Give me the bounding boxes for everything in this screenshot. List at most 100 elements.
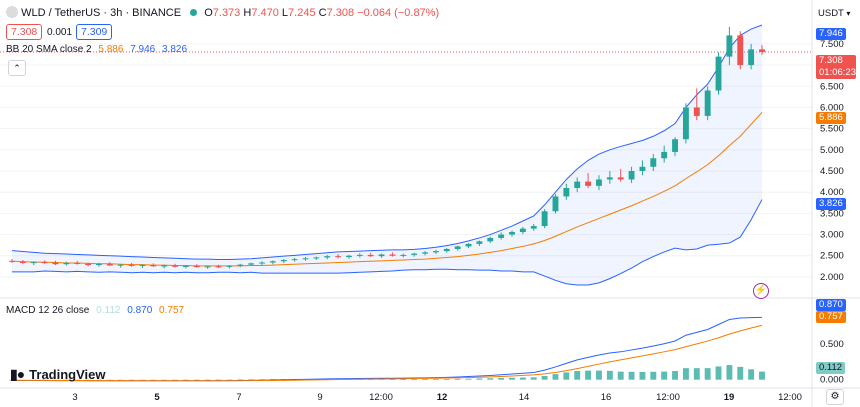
candle: [204, 265, 211, 269]
candle-body: [628, 171, 635, 180]
candle: [226, 265, 233, 269]
candle: [30, 261, 37, 266]
macd-hist-bar: [682, 368, 689, 380]
candle-body: [639, 166, 646, 172]
macd-hist-bar: [465, 378, 472, 380]
close-label: C: [318, 7, 327, 19]
candle: [726, 26, 733, 66]
macd-tick-label: 0.000: [820, 375, 844, 386]
macd-legend[interactable]: MACD 12 26 close 0.112 0.870 0.757: [6, 305, 184, 316]
candle: [704, 86, 711, 121]
candle-body: [552, 196, 559, 212]
macd-hist-bar: [454, 378, 461, 380]
macd-tag: 0.870: [816, 299, 846, 311]
macd-hist-bar: [9, 379, 15, 381]
tradingview-logo[interactable]: ▮● TradingView: [10, 366, 106, 383]
macd-hist-bar: [650, 371, 657, 380]
bb-lines: [0, 24, 812, 286]
bb-legend-label: BB 20 SMA close 2: [6, 44, 92, 55]
time-tick-label: 12:00: [778, 392, 802, 403]
collapse-legend-button[interactable]: ⌃: [8, 60, 26, 76]
candle-body: [530, 226, 537, 229]
candle: [639, 160, 646, 176]
ask-box[interactable]: 7.309: [76, 24, 113, 40]
brand-name: TradingView: [29, 367, 106, 382]
price-tick-label: 5.000: [820, 145, 844, 156]
bb-legend[interactable]: BB 20 SMA close 2 5.886 7.946 3.826: [6, 44, 187, 55]
candle-body: [19, 261, 26, 263]
chevron-up-icon: ⌃: [13, 63, 21, 73]
low-label: L: [281, 7, 289, 19]
macd-hist-bar: [759, 371, 765, 380]
candle: [693, 88, 700, 121]
change-value: −0.064 (−0.87%): [357, 7, 440, 19]
symbol-sep: /: [48, 7, 52, 19]
candle: [85, 262, 92, 267]
macd-hist-bar: [400, 379, 407, 380]
price-tick-label: 2.000: [820, 272, 844, 283]
signal-tag: 0.757: [816, 311, 846, 323]
macd-hist-bar: [596, 370, 602, 380]
candle: [628, 166, 635, 183]
current-price: 7.308: [819, 55, 843, 66]
candle-body: [302, 258, 309, 260]
candle-body: [617, 177, 624, 180]
macd-hist-bar: [476, 378, 483, 380]
bid-value: 7.308: [11, 26, 38, 38]
candle: [182, 265, 189, 269]
macd-hist-bar: [617, 371, 624, 380]
symbol-title[interactable]: WLD / TetherUS · 3h · BINANCE O7.373 H7.…: [6, 6, 439, 19]
candle-body: [443, 248, 450, 252]
candle-body: [454, 246, 461, 249]
candle-body: [509, 232, 515, 235]
bid-box[interactable]: 7.308: [6, 24, 43, 40]
macd-hist-bar: [693, 368, 700, 380]
macd-hist-bar: [563, 372, 570, 380]
bb-band-area: [12, 24, 762, 285]
candle-body: [30, 262, 37, 264]
candle: [269, 260, 276, 265]
candle-body: [726, 35, 733, 57]
macd-hist-bar: [139, 379, 146, 381]
candle-body: [715, 56, 722, 91]
pair: TetherUS: [54, 7, 101, 19]
macd-hist-bar: [498, 377, 505, 380]
candle-body: [96, 263, 102, 266]
candle-body: [476, 241, 483, 244]
bb-basis-line: [11, 111, 763, 267]
price-tick-label: 2.500: [820, 251, 844, 262]
candle-body: [269, 261, 276, 263]
macd-hist-bar: [661, 371, 668, 380]
candle-body: [519, 228, 526, 233]
candle: [313, 256, 320, 260]
lightning-icon[interactable]: ⚡: [753, 283, 769, 299]
macd-hist-bar: [715, 366, 722, 380]
gear-icon: ⚙: [830, 391, 840, 402]
candle: [291, 257, 298, 262]
currency-selector[interactable]: USDT ▾: [818, 8, 850, 19]
bb-upper-tag: 7.946: [816, 28, 846, 40]
candle-body: [324, 256, 331, 258]
ask-value: 7.309: [81, 26, 108, 38]
candle: [9, 259, 15, 263]
low-value: 7.245: [288, 7, 316, 19]
candle-body: [63, 262, 70, 265]
macd-hist-bar: [215, 379, 222, 381]
high-value: 7.470: [251, 7, 279, 19]
time-tick-label: 14: [519, 392, 530, 403]
candle: [389, 252, 396, 257]
price-tick-label: 4.500: [820, 166, 844, 177]
candle: [498, 232, 505, 240]
candle: [74, 260, 81, 265]
candle: [259, 261, 265, 266]
currency-label: USDT: [818, 8, 844, 19]
candle: [422, 251, 428, 256]
candle-body: [661, 151, 668, 159]
macd-hist-bar: [389, 379, 396, 380]
candle: [617, 168, 624, 182]
macd-hist-bar: [737, 366, 744, 380]
candle: [172, 263, 178, 268]
settings-button[interactable]: ⚙: [826, 389, 844, 405]
signal-line: [11, 324, 763, 382]
